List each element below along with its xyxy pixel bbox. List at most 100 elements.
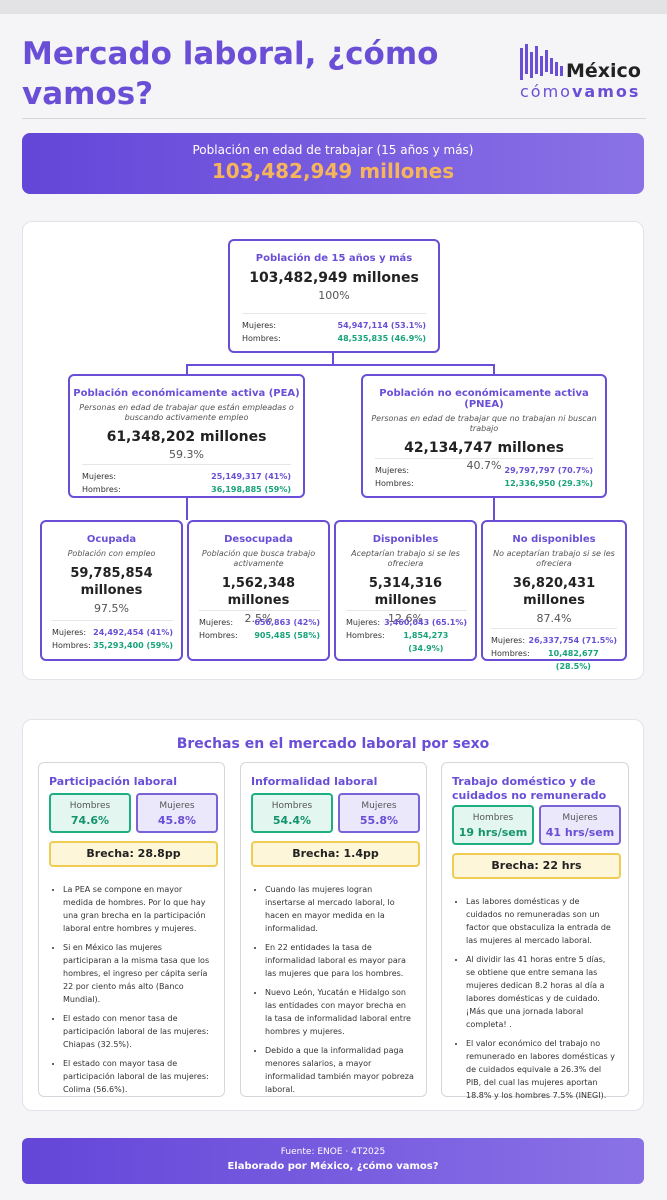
men-label: Hombres: bbox=[52, 641, 91, 650]
node-value: 42,134,747 millones bbox=[404, 440, 564, 456]
bullet-list: Las labores domésticas y de cuidados no … bbox=[452, 895, 616, 1108]
node-ocupada: Ocupada Población con empleo 59,785,854 … bbox=[40, 520, 183, 661]
pill-label: Mujeres bbox=[562, 813, 598, 823]
node-value: 103,482,949 millones bbox=[249, 270, 419, 286]
node-value: 36,820,431 millones bbox=[512, 576, 596, 608]
men-value: 12,336,950 (29.3%) bbox=[504, 479, 593, 488]
list-item: Debido a que la informalidad paga menore… bbox=[265, 1044, 414, 1096]
women-value: 26,337,754 (71.5%) bbox=[528, 636, 617, 645]
pill-value: 41 hrs/sem bbox=[545, 826, 615, 839]
node-desc: Aceptarían trabajo si se les ofreciera bbox=[351, 549, 460, 568]
list-item: Cuando las mujeres logran insertarse al … bbox=[265, 883, 414, 935]
node-value: 59,785,854 millones bbox=[70, 566, 153, 598]
logo-text-mexico: México bbox=[566, 60, 641, 82]
pill-value: 74.6% bbox=[70, 814, 110, 827]
node-disponibles: Disponibles Aceptarían trabajo si se les… bbox=[334, 520, 477, 661]
men-label: Hombres: bbox=[199, 631, 238, 640]
node-title: No disponibles bbox=[512, 534, 596, 545]
women-value: 54,947,114 (53.1%) bbox=[337, 321, 426, 330]
footer-credit: Elaborado por México, ¿cómo vamos? bbox=[227, 1161, 439, 1172]
population-banner: Población en edad de trabajar (15 años y… bbox=[22, 133, 644, 194]
men-label: Hombres: bbox=[242, 334, 281, 343]
gap-badge: Brecha: 1.4pp bbox=[251, 841, 420, 867]
connector bbox=[186, 498, 188, 520]
node-title: Disponibles bbox=[372, 534, 439, 545]
list-item: Si en México las mujeres participaran a … bbox=[63, 941, 212, 1006]
gap-card-title: Participación laboral bbox=[49, 775, 177, 788]
node-value: 61,348,202 millones bbox=[106, 429, 267, 445]
pill-label: Hombres bbox=[472, 813, 514, 823]
list-item: Las labores domésticas y de cuidados no … bbox=[466, 895, 616, 947]
pill-value: 45.8% bbox=[157, 814, 197, 827]
pill-label: Hombres bbox=[69, 801, 111, 811]
node-desc: Personas en edad de trabajar que no trab… bbox=[371, 414, 597, 433]
list-item: El estado con menor tasa de participació… bbox=[63, 1012, 212, 1051]
banner-label: Población en edad de trabajar (15 años y… bbox=[192, 143, 474, 157]
list-item: En 22 entidades la tasa de informalidad … bbox=[265, 941, 414, 980]
women-label: Mujeres: bbox=[242, 321, 277, 330]
women-label: Mujeres: bbox=[491, 636, 526, 645]
node-title: Desocupada bbox=[224, 534, 293, 545]
list-item: El estado con mayor tasa de participació… bbox=[63, 1057, 212, 1096]
node-pct: 100% bbox=[318, 289, 350, 302]
node-pct: 40.7% bbox=[466, 459, 502, 472]
header-divider bbox=[22, 118, 646, 119]
men-pill: Hombres 19 hrs/sem bbox=[452, 805, 534, 845]
bullet-list: Cuando las mujeres logran insertarse al … bbox=[251, 883, 414, 1102]
men-label: Hombres: bbox=[491, 649, 530, 658]
node-split: Mujeres: 3,460,043 (65.1%) Hombres: 1,854,… bbox=[346, 610, 467, 655]
logo-bars-icon bbox=[520, 44, 563, 80]
women-label: Mujeres: bbox=[375, 466, 410, 475]
pill-value: 54.4% bbox=[272, 814, 312, 827]
footer: Fuente: ENOE · 4T2025 Elaborado por Méxi… bbox=[22, 1138, 644, 1184]
connector bbox=[332, 353, 334, 365]
pill-label: Mujeres bbox=[159, 801, 195, 811]
logo: México cómovamos bbox=[518, 42, 646, 102]
men-value: 48,535,835 (46.9%) bbox=[337, 334, 426, 343]
node-nodisponibles: No disponibles No aceptarían trabajo si … bbox=[481, 520, 627, 671]
women-label: Mujeres: bbox=[199, 618, 234, 627]
gaps-panel: Brechas en el mercado laboral por sexo P… bbox=[22, 719, 644, 1111]
gap-card-trabajo-domestico: Trabajo doméstico y de cuidados no remun… bbox=[441, 762, 629, 1100]
connector bbox=[186, 364, 494, 366]
node-pct: 97.5% bbox=[94, 602, 129, 615]
list-item: La PEA se compone en mayor medida de hom… bbox=[63, 883, 212, 935]
node-desc: Población con empleo bbox=[67, 549, 156, 558]
node-desc: Población que busca trabajo activamente bbox=[201, 549, 316, 568]
node-root: Población de 15 años y más 103,482,949 m… bbox=[228, 239, 440, 353]
pill-label: Mujeres bbox=[361, 801, 397, 811]
men-label: Hombres: bbox=[82, 485, 121, 494]
men-value: 1,854,273 (34.9%) bbox=[403, 631, 449, 653]
women-label: Mujeres: bbox=[82, 472, 117, 481]
node-value: 1,562,348 millones bbox=[221, 576, 296, 608]
node-split: Mujeres: 26,337,754 (71.5%) Hombres: 10,48… bbox=[491, 628, 617, 673]
node-pnea: Población no económicamente activa (PNEA… bbox=[361, 374, 607, 498]
gap-card-title: Trabajo doméstico y de cuidados no remun… bbox=[452, 775, 607, 802]
list-item: Nuevo León, Yucatán e Hidalgo son las en… bbox=[265, 986, 414, 1038]
women-value: 3,460,043 (65.1%) bbox=[384, 618, 467, 627]
node-title: Población no económicamente activa (PNEA… bbox=[379, 388, 589, 410]
gap-card-informalidad: Informalidad laboral Hombres 54.4% Mujer… bbox=[240, 762, 427, 1097]
connector bbox=[493, 498, 495, 520]
node-value: 5,314,316 millones bbox=[368, 576, 443, 608]
gap-card-participacion: Participación laboral Hombres 74.6% Muje… bbox=[38, 762, 225, 1097]
logo-text-comovamos: cómovamos bbox=[520, 82, 641, 101]
footer-source: Fuente: ENOE · 4T2025 bbox=[280, 1147, 386, 1157]
women-value: 24,492,454 (41%) bbox=[93, 628, 173, 637]
node-split: Mujeres: 656,863 (42%) Hombres: 905,485 (5… bbox=[199, 610, 320, 642]
connector bbox=[493, 364, 495, 374]
pill-label: Hombres bbox=[271, 801, 313, 811]
node-split: Mujeres: 24,492,454 (41%) Hombres: 35,293,… bbox=[52, 620, 173, 652]
men-value: 35,293,400 (59%) bbox=[93, 641, 173, 650]
node-split: Mujeres: 54,947,114 (53.1%) Hombres: 48,53… bbox=[242, 313, 426, 345]
gap-badge: Brecha: 22 hrs bbox=[452, 853, 621, 879]
node-title: Ocupada bbox=[86, 534, 137, 545]
pill-value: 19 hrs/sem bbox=[458, 826, 528, 839]
node-desc: No aceptarían trabajo si se les ofrecier… bbox=[493, 549, 615, 568]
node-title: Población de 15 años y más bbox=[255, 253, 413, 264]
node-desc: Personas en edad de trabajar que están e… bbox=[79, 403, 294, 422]
node-pct: 87.4% bbox=[536, 612, 572, 625]
page-title: Mercado laboral, ¿cómo vamos? bbox=[22, 36, 439, 112]
pill-value: 55.8% bbox=[359, 814, 399, 827]
men-value: 10,482,677 (28.5%) bbox=[548, 649, 599, 671]
